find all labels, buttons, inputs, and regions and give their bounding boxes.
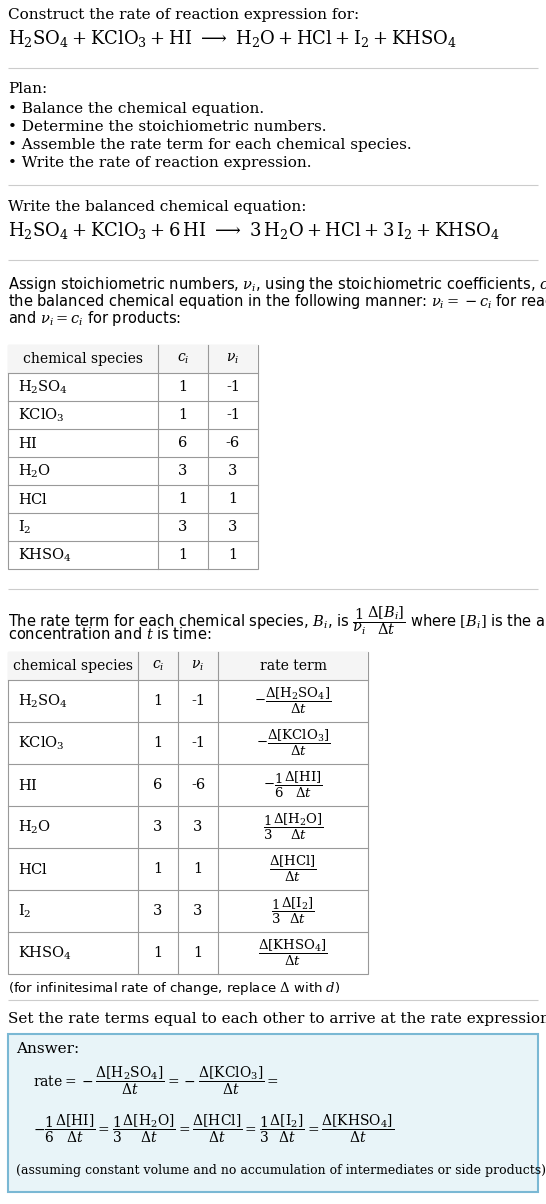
- Text: 3: 3: [153, 820, 163, 834]
- Text: chemical species: chemical species: [23, 352, 143, 366]
- Text: rate term: rate term: [259, 659, 327, 673]
- Text: $\mathrm{I_2}$: $\mathrm{I_2}$: [18, 518, 32, 536]
- Text: 1: 1: [153, 862, 163, 877]
- Text: $\dfrac{\Delta[\mathrm{KHSO_4}]}{\Delta t}$: $\dfrac{\Delta[\mathrm{KHSO_4}]}{\Delta …: [258, 938, 328, 968]
- Text: $\nu_i$: $\nu_i$: [192, 659, 205, 673]
- Text: 1: 1: [153, 694, 163, 708]
- Text: $\mathrm{KClO_3}$: $\mathrm{KClO_3}$: [18, 406, 64, 424]
- Text: $\dfrac{\Delta[\mathrm{HCl}]}{\Delta t}$: $\dfrac{\Delta[\mathrm{HCl}]}{\Delta t}$: [269, 854, 317, 884]
- Text: 6: 6: [179, 436, 188, 450]
- Text: chemical species: chemical species: [13, 659, 133, 673]
- Text: -1: -1: [226, 408, 240, 421]
- Text: $\mathrm{KClO_3}$: $\mathrm{KClO_3}$: [18, 734, 64, 751]
- Text: $\nu_i$: $\nu_i$: [227, 352, 240, 366]
- Text: 1: 1: [228, 492, 238, 506]
- Text: 1: 1: [179, 408, 188, 421]
- Text: • Assemble the rate term for each chemical species.: • Assemble the rate term for each chemic…: [8, 138, 412, 152]
- Text: $\mathrm{I_2}$: $\mathrm{I_2}$: [18, 902, 32, 920]
- Text: $\mathrm{H_2O}$: $\mathrm{H_2O}$: [18, 819, 51, 836]
- Text: $\mathrm{HCl}$: $\mathrm{HCl}$: [18, 862, 48, 877]
- Text: $\mathrm{H_2SO_4 + KClO_3 + 6\,HI \ \longrightarrow \ 3\,H_2O + HCl + 3\,I_2 + K: $\mathrm{H_2SO_4 + KClO_3 + 6\,HI \ \lon…: [8, 220, 500, 241]
- Text: 1: 1: [228, 548, 238, 562]
- Text: 3: 3: [193, 820, 203, 834]
- Text: 3: 3: [228, 464, 238, 478]
- Text: Write the balanced chemical equation:: Write the balanced chemical equation:: [8, 200, 306, 214]
- Text: 6: 6: [153, 778, 163, 792]
- Text: $\mathrm{H_2SO_4 + KClO_3 + HI \ \longrightarrow \ H_2O + HCl + I_2 + KHSO_4}$: $\mathrm{H_2SO_4 + KClO_3 + HI \ \longri…: [8, 28, 457, 49]
- Text: 3: 3: [228, 520, 238, 535]
- Text: Construct the rate of reaction expression for:: Construct the rate of reaction expressio…: [8, 8, 359, 22]
- Text: Plan:: Plan:: [8, 82, 48, 96]
- Text: $-\dfrac{\Delta[\mathrm{H_2SO_4}]}{\Delta t}$: $-\dfrac{\Delta[\mathrm{H_2SO_4}]}{\Delt…: [254, 686, 331, 716]
- Text: -1: -1: [226, 380, 240, 394]
- Text: • Write the rate of reaction expression.: • Write the rate of reaction expression.: [8, 157, 312, 170]
- Text: 1: 1: [193, 862, 203, 877]
- Text: $c_i$: $c_i$: [177, 352, 189, 366]
- Bar: [8, 653, 368, 680]
- Text: The rate term for each chemical species, $B_i$, is $\dfrac{1}{\nu_i}\dfrac{\Delt: The rate term for each chemical species,…: [8, 604, 546, 637]
- Text: (for infinitesimal rate of change, replace $\Delta$ with $d$): (for infinitesimal rate of change, repla…: [8, 980, 340, 997]
- Text: • Determine the stoichiometric numbers.: • Determine the stoichiometric numbers.: [8, 120, 327, 134]
- Text: $\dfrac{1}{3}\dfrac{\Delta[\mathrm{I_2}]}{\Delta t}$: $\dfrac{1}{3}\dfrac{\Delta[\mathrm{I_2}]…: [271, 896, 315, 926]
- Text: $\mathrm{H_2O}$: $\mathrm{H_2O}$: [18, 462, 51, 479]
- Text: $\mathrm{KHSO_4}$: $\mathrm{KHSO_4}$: [18, 547, 72, 563]
- Text: Set the rate terms equal to each other to arrive at the rate expression:: Set the rate terms equal to each other t…: [8, 1013, 546, 1026]
- Bar: [8, 1034, 538, 1192]
- Text: $\mathrm{HCl}$: $\mathrm{HCl}$: [18, 491, 48, 507]
- Text: -6: -6: [226, 436, 240, 450]
- Text: 1: 1: [179, 492, 188, 506]
- Text: 3: 3: [179, 520, 188, 535]
- Text: 1: 1: [193, 946, 203, 960]
- Text: Answer:: Answer:: [16, 1041, 79, 1056]
- Text: 3: 3: [193, 904, 203, 917]
- Text: • Balance the chemical equation.: • Balance the chemical equation.: [8, 102, 264, 116]
- Text: $-\dfrac{1}{6}\dfrac{\Delta[\mathrm{HI}]}{\Delta t} = \dfrac{1}{3}\dfrac{\Delta[: $-\dfrac{1}{6}\dfrac{\Delta[\mathrm{HI}]…: [33, 1112, 394, 1145]
- Text: -6: -6: [191, 778, 205, 792]
- Text: -1: -1: [191, 694, 205, 708]
- Bar: [8, 346, 258, 373]
- Text: Assign stoichiometric numbers, $\nu_i$, using the stoichiometric coefficients, $: Assign stoichiometric numbers, $\nu_i$, …: [8, 275, 546, 294]
- Text: $\mathrm{rate} = -\dfrac{\Delta[\mathrm{H_2SO_4}]}{\Delta t} = -\dfrac{\Delta[\m: $\mathrm{rate} = -\dfrac{\Delta[\mathrm{…: [33, 1064, 279, 1097]
- Text: 1: 1: [179, 380, 188, 394]
- Text: $\dfrac{1}{3}\dfrac{\Delta[\mathrm{H_2O}]}{\Delta t}$: $\dfrac{1}{3}\dfrac{\Delta[\mathrm{H_2O}…: [263, 811, 323, 842]
- Text: concentration and $t$ is time:: concentration and $t$ is time:: [8, 626, 211, 642]
- Text: 3: 3: [153, 904, 163, 917]
- Text: (assuming constant volume and no accumulation of intermediates or side products): (assuming constant volume and no accumul…: [16, 1164, 546, 1178]
- Text: $\mathrm{HI}$: $\mathrm{HI}$: [18, 436, 38, 450]
- Text: $-\dfrac{1}{6}\dfrac{\Delta[\mathrm{HI}]}{\Delta t}$: $-\dfrac{1}{6}\dfrac{\Delta[\mathrm{HI}]…: [263, 769, 323, 801]
- Bar: [8, 653, 368, 974]
- Text: $-\dfrac{\Delta[\mathrm{KClO_3}]}{\Delta t}$: $-\dfrac{\Delta[\mathrm{KClO_3}]}{\Delta…: [256, 728, 330, 759]
- Text: $\mathrm{HI}$: $\mathrm{HI}$: [18, 778, 38, 792]
- Text: -1: -1: [191, 736, 205, 750]
- Text: $\mathrm{H_2SO_4}$: $\mathrm{H_2SO_4}$: [18, 378, 68, 396]
- Text: 1: 1: [153, 946, 163, 960]
- Text: the balanced chemical equation in the following manner: $\nu_i = -c_i$ for react: the balanced chemical equation in the fo…: [8, 293, 546, 311]
- Text: $\mathrm{KHSO_4}$: $\mathrm{KHSO_4}$: [18, 944, 72, 962]
- Bar: [8, 346, 258, 569]
- Text: 3: 3: [179, 464, 188, 478]
- Text: and $\nu_i = c_i$ for products:: and $\nu_i = c_i$ for products:: [8, 309, 181, 327]
- Text: 1: 1: [153, 736, 163, 750]
- Text: $\mathrm{H_2SO_4}$: $\mathrm{H_2SO_4}$: [18, 692, 68, 709]
- Text: $c_i$: $c_i$: [152, 659, 164, 673]
- Text: 1: 1: [179, 548, 188, 562]
